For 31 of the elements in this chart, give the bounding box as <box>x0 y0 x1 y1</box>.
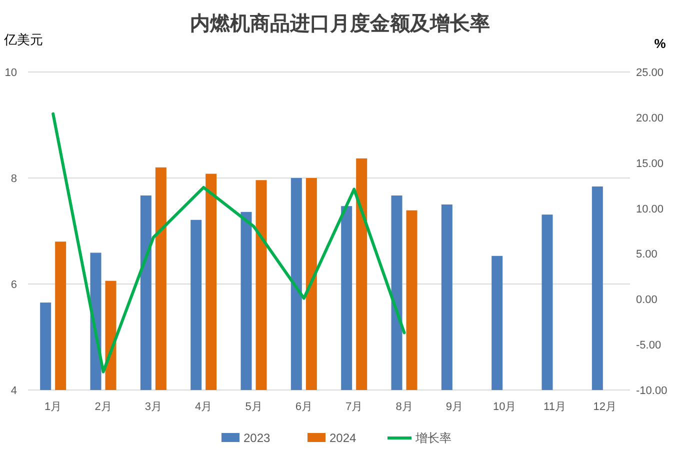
y-tick-label: 10 <box>4 67 17 79</box>
x-tick-label: 4月 <box>195 401 212 413</box>
x-tick-label: 8月 <box>396 401 413 413</box>
x-tick-label: 2月 <box>94 401 112 413</box>
y-axis-title: 亿美元 <box>3 32 43 47</box>
x-tick-label: 7月 <box>346 401 363 413</box>
y-tick-label: 4 <box>10 385 17 397</box>
x-tick-label: 5月 <box>245 401 262 413</box>
chart-title: 内燃机商品进口月度金额及增长率 <box>190 12 490 35</box>
line-series <box>52 112 406 374</box>
y2-tick-label: 0.00 <box>636 294 658 306</box>
y2-tick-label: 5.00 <box>636 248 658 261</box>
y2-tick-label: -10.00 <box>636 385 668 397</box>
x-tick-label: 11月 <box>544 401 566 413</box>
y2-tick-label: 25.00 <box>636 67 664 79</box>
x-tick-label: 12月 <box>593 401 617 413</box>
legend-label: 2023 <box>244 431 271 445</box>
y2-tick-label: 15.00 <box>636 158 664 170</box>
y2-tick-label: -5.00 <box>636 340 662 352</box>
x-tick-label: 1月 <box>44 401 62 413</box>
y-tick-label: 6 <box>10 279 17 291</box>
legend-label: 2024 <box>330 431 357 445</box>
x-tick-label: 3月 <box>144 401 162 413</box>
legend-label: 增长率 <box>414 431 452 445</box>
x-tick-label: 9月 <box>446 401 463 413</box>
y2-tick-label: 20.00 <box>636 112 664 124</box>
x-tick-label: 6月 <box>295 401 312 413</box>
y2-axis-title: % <box>654 36 666 51</box>
x-tick-label: 10月 <box>492 401 516 413</box>
y2-tick-label: 10.00 <box>636 203 664 216</box>
y-tick-label: 8 <box>10 173 17 185</box>
